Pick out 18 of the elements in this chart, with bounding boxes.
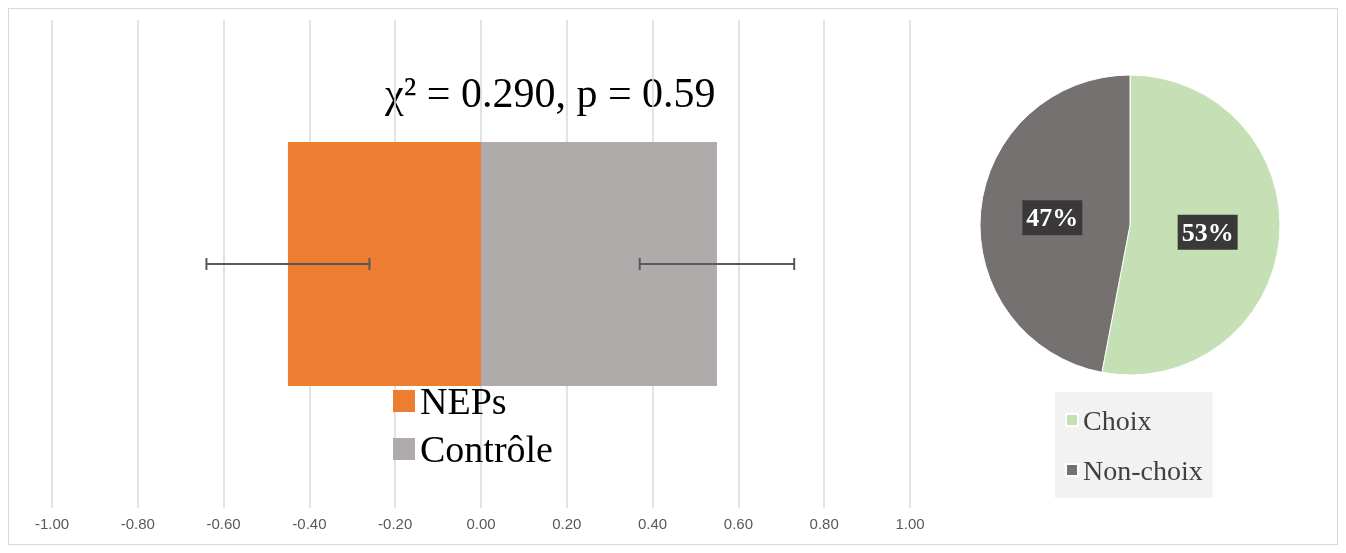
x-tick-label: -1.00 [34,515,70,532]
x-tick-label: 0.60 [723,515,753,532]
data-label: 53% [1181,217,1234,247]
x-tick-label: -0.60 [206,515,241,532]
legend-label: Non-choix [1083,454,1203,486]
x-tick-label: 0.00 [466,515,496,532]
x-tick-label: 0.20 [552,515,582,532]
x-tick-label: -0.80 [120,515,155,532]
legend-label: Choix [1083,404,1152,436]
x-tick-label: -0.40 [292,515,327,532]
annotation: χ² = 0.290, p = 0.59 [384,70,716,116]
legend-label: NEPs [420,380,507,422]
data-label: 47% [1026,203,1079,233]
x-tick-label: 0.80 [809,515,839,532]
x-tick-label: -0.20 [378,515,413,532]
legend-label: Contrôle [420,428,553,470]
x-tick-label: 0.40 [638,515,668,532]
x-tick-label: 1.00 [895,515,925,532]
